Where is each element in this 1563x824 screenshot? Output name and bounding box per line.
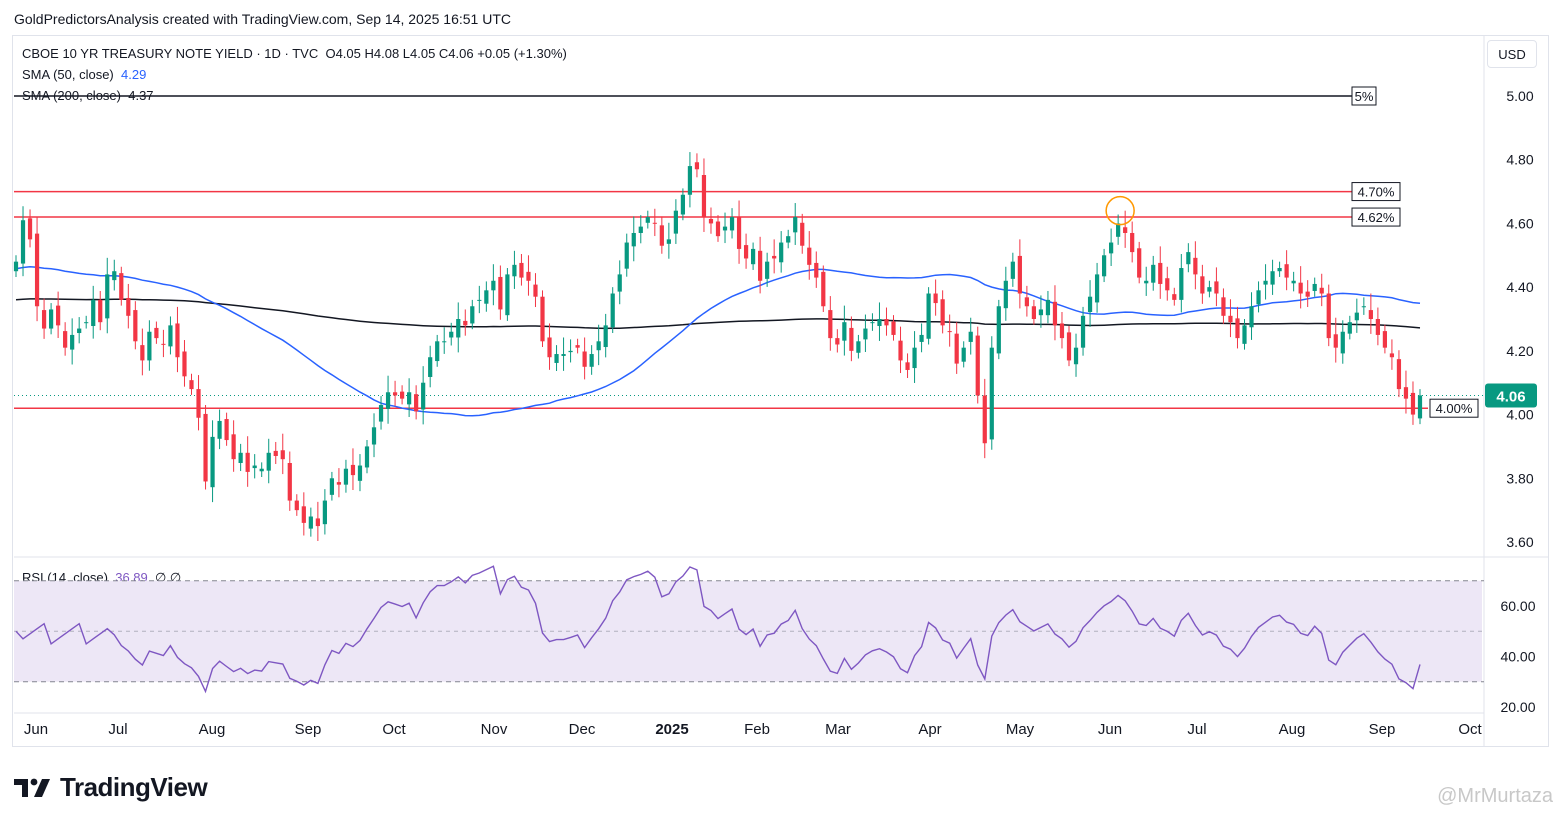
sma200-label: SMA (200, close) (22, 88, 121, 103)
tradingview-logo[interactable]: TradingView (14, 772, 208, 803)
sma200-legend[interactable]: SMA (200, close) 4.37 (22, 88, 154, 103)
watermark: @MrMurtaza (1437, 785, 1553, 807)
ohlc-values: O4.05 H4.08 L4.05 C4.06 +0.05 (+1.30%) (325, 46, 567, 61)
rsi-label: RSI (14, close) (22, 570, 108, 585)
attribution-header: GoldPredictorsAnalysis created with Trad… (14, 11, 511, 27)
sma50-value: 4.29 (121, 67, 147, 82)
chart-frame (12, 35, 1549, 747)
sma50-legend[interactable]: SMA (50, close) 4.29 (22, 67, 146, 82)
symbol-legend: CBOE 10 YR TREASURY NOTE YIELD · 1D · TV… (22, 46, 567, 61)
rsi-legend[interactable]: RSI (14, close) 36.89 ∅ ∅ (22, 570, 181, 586)
rsi-extra: ∅ ∅ (155, 570, 182, 585)
sma200-value: 4.37 (128, 88, 154, 103)
tradingview-logo-text: TradingView (60, 772, 208, 802)
sma50-label: SMA (50, close) (22, 67, 114, 82)
symbol-title[interactable]: CBOE 10 YR TREASURY NOTE YIELD · 1D · TV… (22, 46, 319, 61)
rsi-value: 36.89 (115, 570, 148, 585)
tradingview-logo-icon (14, 778, 50, 797)
currency-button[interactable]: USD (1487, 40, 1537, 68)
